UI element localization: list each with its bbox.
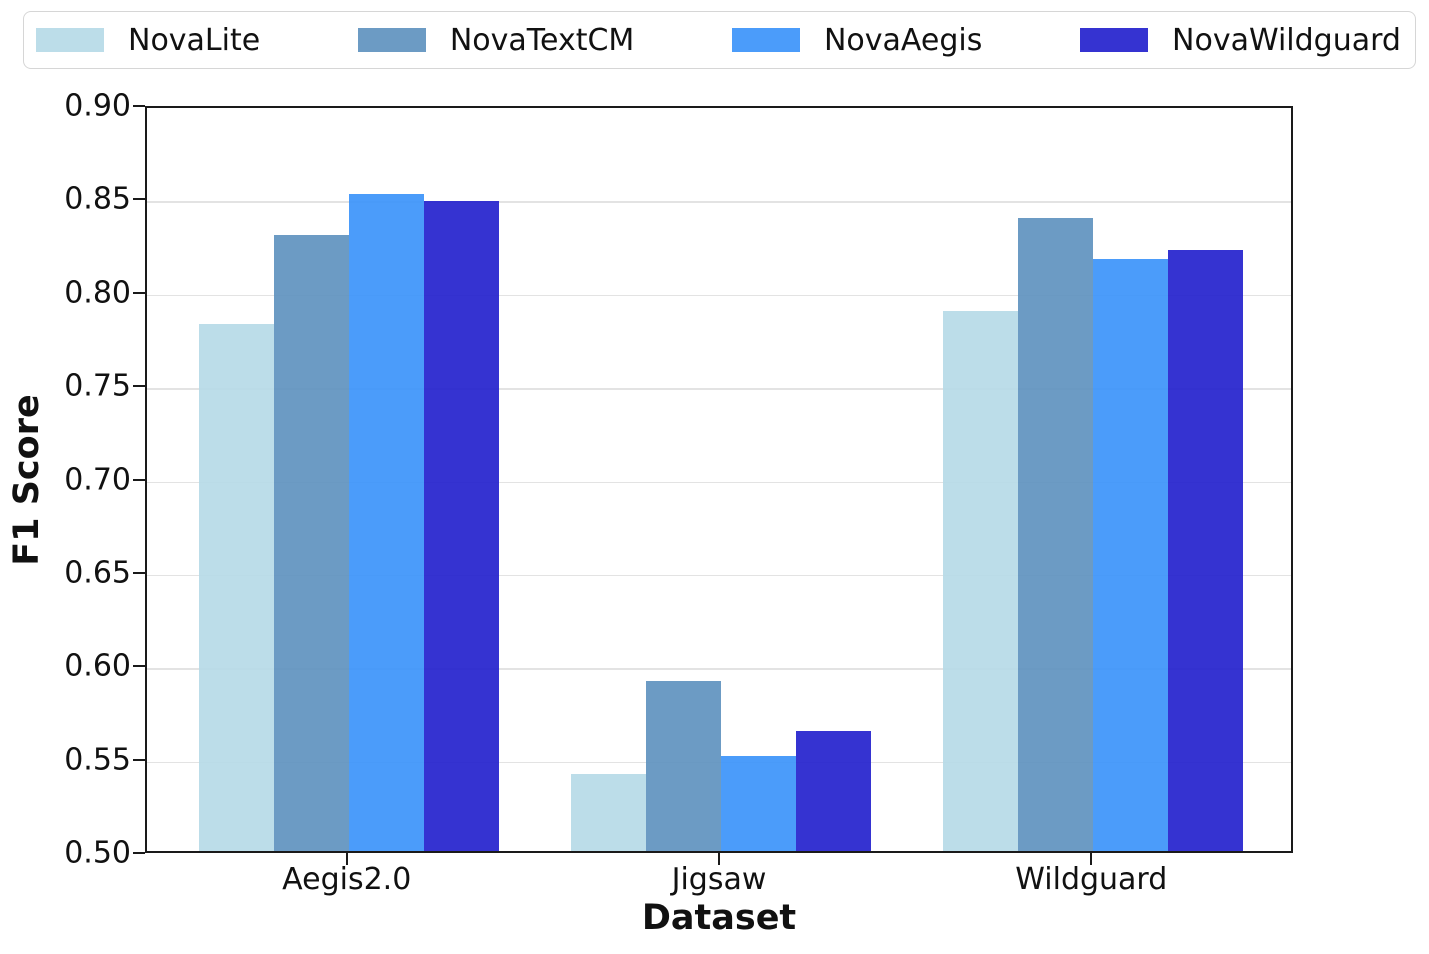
y-tick-label-0.80: 0.80 <box>64 275 131 311</box>
y-tick-mark <box>133 385 145 388</box>
gridline-0.60 <box>147 668 1291 670</box>
bar-novatextcm-wildguard <box>1018 217 1094 851</box>
gridline-0.75 <box>147 388 1291 390</box>
legend-swatch-icon <box>1080 28 1149 52</box>
y-tick-label-0.60: 0.60 <box>64 648 131 684</box>
y-tick-label-0.55: 0.55 <box>64 742 131 778</box>
y-tick-mark <box>133 758 145 761</box>
y-tick-label-0.75: 0.75 <box>64 368 131 404</box>
bar-novawildguard-jigsaw <box>796 731 871 851</box>
x-axis-title: Dataset <box>641 898 797 938</box>
x-tick-label-aegis20: Aegis2.0 <box>282 862 412 897</box>
gridline-0.80 <box>147 294 1291 297</box>
y-tick-label-0.90: 0.90 <box>64 88 131 124</box>
legend-swatch-icon <box>731 28 800 52</box>
x-tick-label-jigsaw: Jigsaw <box>671 862 767 897</box>
y-tick-label-0.65: 0.65 <box>64 555 131 591</box>
y-tick-label-0.50: 0.50 <box>64 835 131 871</box>
bar-novaaegis-aegis20 <box>348 193 424 851</box>
x-tick-label-wildguard: Wildguard <box>1015 862 1168 897</box>
y-tick-mark <box>133 478 145 481</box>
x-tick-mark <box>718 853 720 865</box>
bar-novaaegis-jigsaw <box>721 755 796 851</box>
bar-novalite-wildguard <box>943 311 1019 851</box>
bar-novawildguard-aegis20 <box>423 201 499 851</box>
legend-label: NovaLite <box>128 22 261 58</box>
legend-item-novatextcm: NovaTextCM <box>357 22 635 58</box>
gridline-0.65 <box>147 574 1291 577</box>
plot-area <box>145 106 1293 853</box>
bar-novaaegis-wildguard <box>1093 259 1169 851</box>
legend-label: NovaWildguard <box>1172 22 1401 58</box>
gridline-0.70 <box>147 481 1291 483</box>
bar-novatextcm-aegis20 <box>273 234 349 851</box>
legend-label: NovaTextCM <box>449 22 635 58</box>
y-tick-mark <box>133 105 145 107</box>
legend-item-novalite: NovaLite <box>36 23 260 58</box>
x-tick-mark <box>345 853 348 865</box>
legend-item-novawildguard: NovaWildguard <box>1080 23 1401 58</box>
legend: NovaLite NovaTextCM NovaAegis NovaWildguard <box>23 11 1416 69</box>
bar-novatextcm-jigsaw <box>646 681 721 851</box>
y-tick-mark <box>133 198 145 201</box>
x-tick-mark <box>1090 853 1093 865</box>
legend-swatch-icon <box>357 28 426 52</box>
y-axis-title: F1 Score <box>7 394 47 566</box>
bar-novalite-aegis20 <box>198 324 274 851</box>
bar-novalite-jigsaw <box>571 774 646 851</box>
legend-label: NovaAegis <box>823 22 983 58</box>
y-tick-label-0.70: 0.70 <box>64 462 131 497</box>
gridline-0.85 <box>147 201 1291 203</box>
y-tick-label-0.85: 0.85 <box>64 181 131 217</box>
legend-swatch-icon <box>36 28 104 52</box>
y-tick-mark <box>133 665 145 668</box>
legend-item-novaaegis: NovaAegis <box>731 22 983 58</box>
y-tick-mark <box>133 852 145 854</box>
y-tick-mark <box>133 291 145 294</box>
bar-novawildguard-wildguard <box>1168 249 1244 851</box>
y-tick-mark <box>133 571 145 574</box>
